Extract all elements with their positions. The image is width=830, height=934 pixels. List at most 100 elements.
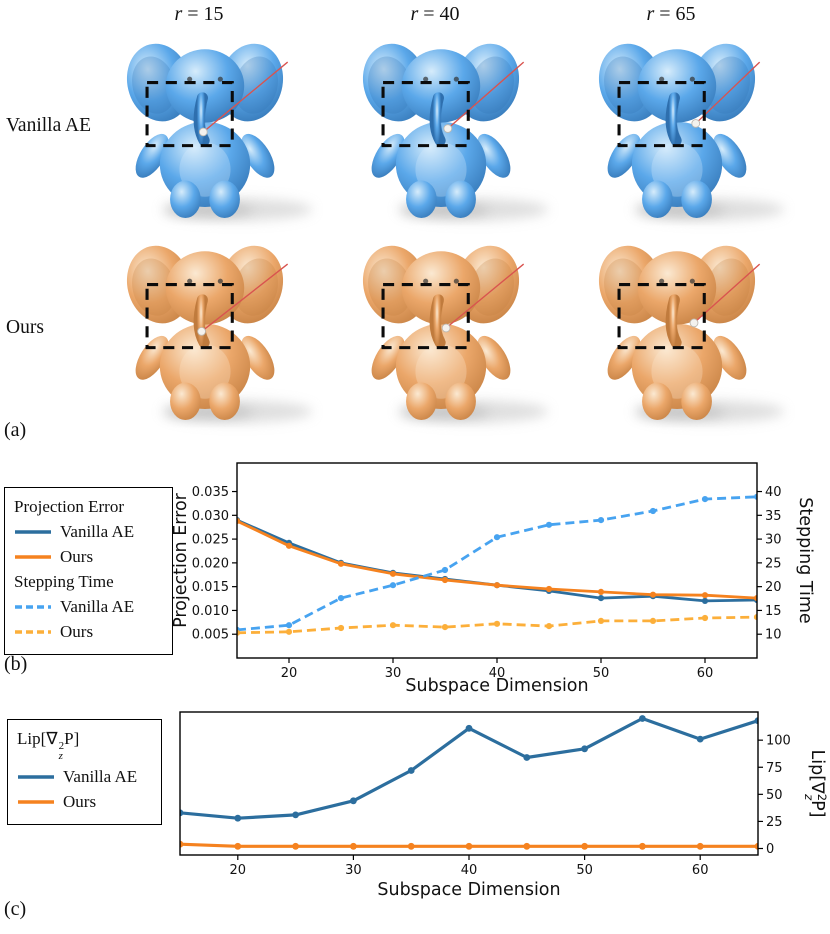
zoom-region-box	[617, 81, 706, 148]
legend-entry-lip-ours: Ours	[17, 792, 151, 812]
legend-entry-projection-ours: Ours	[14, 547, 162, 567]
panel-label-c: (c)	[4, 898, 27, 920]
elephant-figure	[126, 245, 284, 421]
svg-text:60: 60	[697, 666, 714, 681]
manipulation-line	[202, 61, 289, 133]
legend-entry-label: Vanilla AE	[63, 766, 138, 786]
svg-text:40: 40	[765, 485, 782, 500]
trunk	[193, 294, 210, 349]
sub-z: z	[58, 750, 63, 763]
elephant-render	[126, 245, 313, 423]
projection-error-stepping-time-chart: 20 30 40 50 60 Subspace Dimension 0.005 0.010 0.…	[171, 462, 815, 696]
svg-text:100: 100	[766, 734, 791, 749]
zoom-region-box	[617, 283, 706, 350]
svg-text:Projection Error: Projection Error	[171, 492, 191, 628]
panel-c-chart: 20 30 40 50 60 Subspace Dimension 0 25 50 75 100 Li…	[0, 705, 830, 934]
svg-text:30: 30	[385, 666, 402, 681]
legend-entry-label: Vanilla AE	[60, 522, 135, 541]
svg-text:15: 15	[765, 604, 782, 619]
trunk	[665, 294, 682, 349]
elephant-render	[598, 245, 785, 423]
legend-entry-label: Ours	[60, 547, 94, 566]
handle-point	[441, 323, 451, 333]
zoom-region-box	[145, 81, 234, 148]
line-swatch-solid-orange	[18, 800, 54, 804]
svg-text:0.020: 0.020	[192, 556, 229, 571]
lipschitz-chart: 20 30 40 50 60 Subspace Dimension 0 25 50 75 100 Li…	[179, 711, 829, 900]
line-swatch-dashed-blue	[15, 605, 51, 609]
eye-left	[187, 76, 193, 82]
svg-text:20: 20	[765, 580, 782, 595]
elephant-figure	[362, 245, 520, 421]
eye-left	[187, 278, 193, 284]
svg-text:60: 60	[692, 863, 709, 878]
handle-point	[197, 327, 206, 336]
sup-2: 2	[58, 739, 65, 752]
line-swatch-solid-orange	[15, 555, 51, 559]
row-label-ours: Ours	[6, 317, 44, 338]
handle-point	[689, 318, 699, 328]
legend-entry-time-vanilla: Vanilla AE	[14, 597, 162, 617]
lip-suffix: P]	[64, 729, 80, 748]
elephant-render	[362, 245, 549, 423]
render-vanilla-r65	[559, 28, 795, 224]
manipulation-line	[447, 61, 525, 130]
legend-group-title-projection-error: Projection Error	[14, 497, 124, 516]
svg-text:0.015: 0.015	[192, 580, 229, 595]
svg-text:50: 50	[576, 863, 593, 878]
line-swatch-dashed-orange	[15, 630, 51, 634]
manipulation-line	[445, 263, 525, 329]
line-swatch-solid-blue	[15, 530, 51, 534]
eye-right	[217, 76, 223, 82]
legend-entry-time-ours: Ours	[14, 622, 162, 642]
row-vanilla-ae: Vanilla AE	[0, 28, 830, 224]
svg-text:Subspace Dimension: Subspace Dimension	[377, 880, 560, 900]
manipulation-line	[201, 263, 289, 332]
panel-a-renders: r = 15 r = 40 r = 65 Vanilla AE Ours (a)	[0, 0, 830, 455]
svg-text:10: 10	[765, 628, 782, 643]
legend-group-title-stepping-time: Stepping Time	[14, 572, 114, 591]
svg-text:25: 25	[766, 815, 783, 830]
column-header-r40: r = 40	[317, 3, 553, 26]
svg-text:20: 20	[281, 666, 298, 681]
r-value: = 65	[654, 3, 696, 25]
render-cells	[87, 28, 795, 224]
render-cells	[87, 230, 795, 426]
render-ours-r65	[559, 230, 795, 426]
column-headers: r = 15 r = 40 r = 65	[81, 3, 789, 26]
r-value: = 40	[418, 3, 460, 25]
r-variable: r	[646, 3, 655, 25]
svg-text:0.035: 0.035	[192, 485, 229, 500]
render-ours-r15	[87, 230, 323, 426]
lip-prefix: Lip[∇	[17, 729, 58, 748]
svg-text:75: 75	[766, 761, 783, 776]
eye-left	[423, 76, 429, 82]
r-variable: r	[410, 3, 419, 25]
eye-right	[453, 76, 459, 82]
line-swatch-solid-blue	[18, 775, 54, 779]
column-header-r65: r = 65	[553, 3, 789, 26]
eye-right	[217, 278, 223, 284]
render-ours-r40	[323, 230, 559, 426]
eye-right	[453, 278, 459, 284]
row-label-vanilla-ae: Vanilla AE	[6, 115, 92, 136]
eye-left	[659, 278, 665, 284]
panel-label-a: (a)	[4, 419, 27, 441]
legend-entry-label: Ours	[63, 791, 97, 811]
svg-text:35: 35	[765, 509, 782, 524]
r-variable: r	[174, 3, 183, 25]
eye-left	[423, 278, 429, 284]
svg-text:40: 40	[461, 863, 478, 878]
handle-point	[691, 119, 701, 128]
svg-text:0: 0	[766, 842, 774, 857]
svg-text:50: 50	[766, 788, 783, 803]
r-value: = 15	[182, 3, 224, 25]
panel-label-b: (b)	[4, 653, 28, 675]
svg-text:0.025: 0.025	[192, 533, 229, 548]
svg-text:25: 25	[765, 556, 782, 571]
chart-b-legend: Projection Error Vanilla AE Ours Steppin…	[4, 487, 173, 655]
svg-text:50: 50	[593, 666, 610, 681]
elephant-figure	[362, 43, 520, 219]
handle-point	[443, 124, 453, 133]
svg-text:20: 20	[230, 863, 247, 878]
